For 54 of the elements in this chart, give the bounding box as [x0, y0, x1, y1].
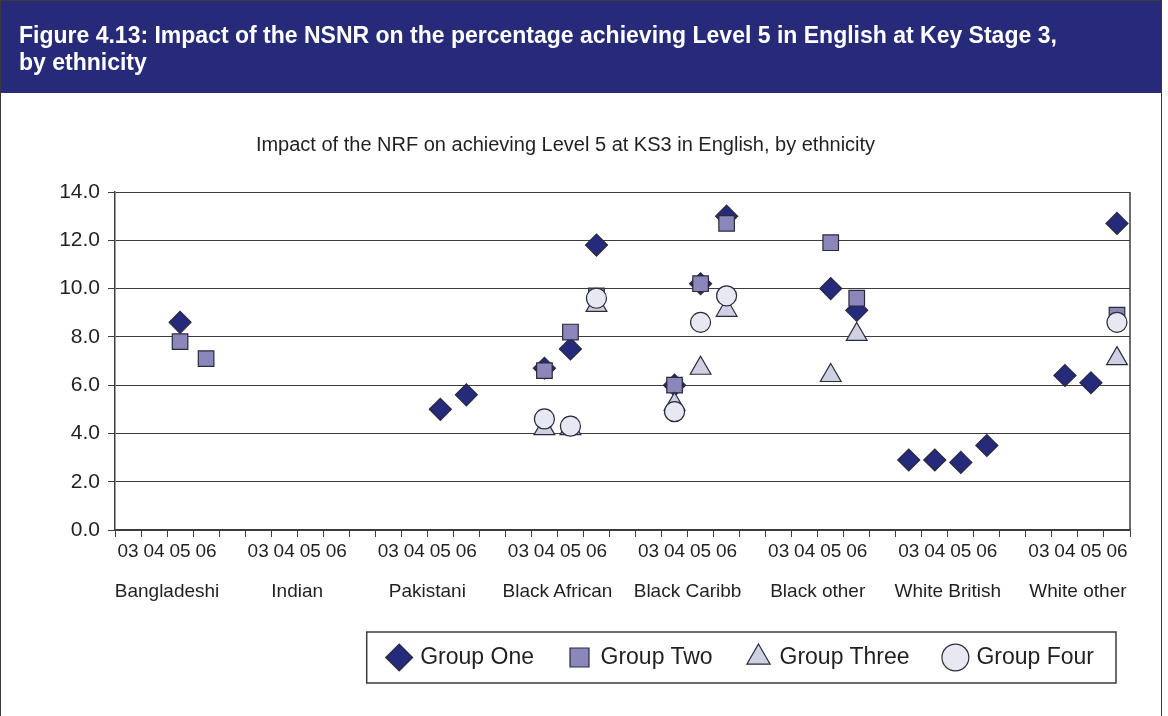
text: Black other: [770, 580, 866, 602]
x-tick-label: 05: [299, 539, 321, 561]
x-tick-label: 05: [169, 539, 191, 561]
text: White other: [1029, 580, 1128, 602]
x-tick-label: 04: [794, 539, 816, 561]
x-tick-label: 03: [898, 539, 920, 561]
y-tick-label: 0.0: [70, 516, 100, 540]
text: Bangladeshi: [114, 580, 220, 602]
x-tick-label: 04: [1054, 539, 1076, 561]
x-tick-label: 03: [247, 539, 269, 561]
x-tick-label: 05: [559, 539, 582, 561]
x-tick-label: 03: [117, 539, 139, 561]
x-tick-label: 04: [273, 539, 296, 561]
y-tick-label: 6.0: [70, 371, 100, 395]
x-tick-label: 06: [976, 539, 998, 561]
x-tick-label: 06: [455, 539, 477, 561]
x-tick-label: 06: [325, 539, 347, 561]
y-tick-label: 2.0: [70, 468, 100, 492]
legend-label: Group Four: [976, 642, 1095, 669]
x-tick-label: 03: [768, 539, 790, 561]
x-tick-label: 05: [950, 539, 972, 561]
text: Black Caribb: [633, 580, 742, 602]
x-tick-label: 05: [820, 539, 842, 561]
x-tick-label: 06: [846, 539, 868, 561]
x-tick-label: 03: [1028, 539, 1050, 561]
x-tick-label: 04: [924, 539, 946, 561]
text: White British: [894, 580, 1002, 602]
x-tick-label: 06: [716, 539, 738, 561]
y-tick-label: 12.0: [59, 227, 100, 251]
x-tick-label: 05: [1080, 539, 1102, 561]
y-tick-label: 10.0: [59, 275, 100, 299]
y-tick-label: 8.0: [70, 323, 100, 347]
text: Black African: [502, 580, 613, 602]
x-tick-label: 04: [533, 539, 556, 561]
y-tick-label: 14.0: [59, 178, 100, 202]
x-tick-label: 03: [377, 539, 399, 561]
legend-label: Group Three: [779, 642, 910, 669]
legend-label: Group Two: [600, 642, 713, 669]
y-tick-label: 4.0: [70, 420, 100, 444]
x-tick-label: 06: [195, 539, 217, 561]
x-tick-label: 05: [690, 539, 712, 561]
chart-title: Figure 4.13: Impact of the NSNR on the percentage achieving Level 5 in English at Key Stage 3, by ethnicity: [1, 1, 1161, 93]
x-tick-label: 05: [429, 539, 451, 561]
x-tick-label: 04: [143, 539, 166, 561]
text: Indian: [271, 580, 324, 602]
x-tick-label: 06: [585, 539, 608, 561]
x-tick-label: 04: [663, 539, 686, 561]
legend-label: Group One: [420, 642, 535, 669]
text: Pakistani: [388, 580, 466, 602]
x-tick-label: 04: [403, 539, 426, 561]
x-tick-label: 03: [507, 539, 529, 561]
chart-subtitle: Impact of the NRF on achieving Level 5 at KS3 in English, by ethnicity: [255, 132, 876, 155]
x-tick-label: 03: [637, 539, 660, 561]
x-tick-label: 06: [1106, 539, 1128, 561]
